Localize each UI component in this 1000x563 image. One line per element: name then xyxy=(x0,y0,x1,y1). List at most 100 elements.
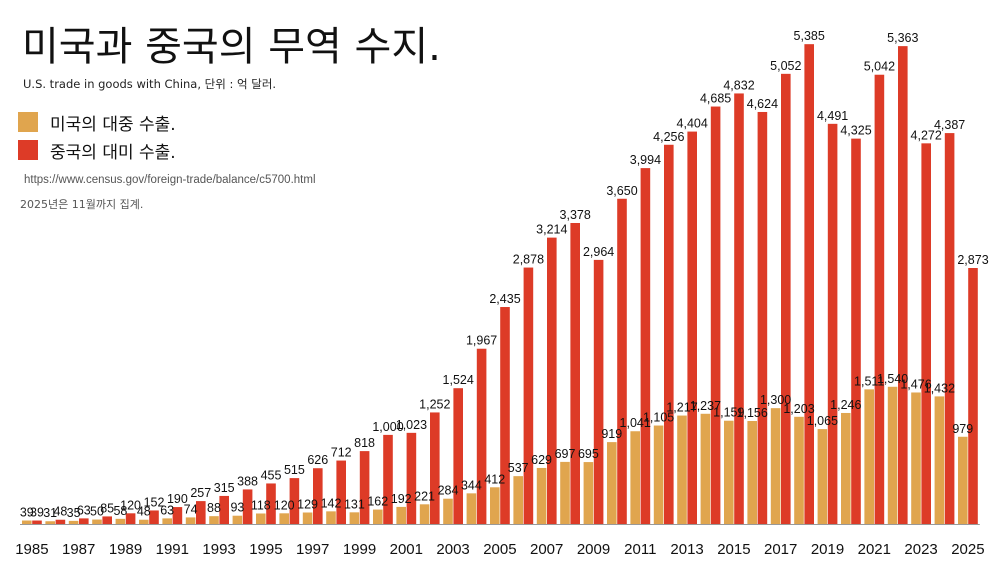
x-tick-label-1985: 1985 xyxy=(15,541,48,558)
data-label-china-exports-1995: 455 xyxy=(261,468,282,482)
data-label-china-exports-1999: 818 xyxy=(354,436,375,450)
bar-us-exports-2004 xyxy=(466,493,477,524)
data-label-china-exports-1985: 39 xyxy=(30,506,44,520)
data-label-us-exports-2000: 162 xyxy=(367,495,388,509)
bar-us-exports-2000 xyxy=(373,509,383,524)
bar-china-exports-2001 xyxy=(406,432,417,524)
data-label-china-exports-2019: 4,491 xyxy=(817,109,848,123)
data-label-us-exports-2005: 412 xyxy=(484,472,505,486)
x-tick-label-2025: 2025 xyxy=(951,541,984,558)
bar-us-exports-2002 xyxy=(419,504,430,524)
bar-us-exports-1992 xyxy=(185,517,196,524)
x-tick-label-2001: 2001 xyxy=(390,541,423,558)
bar-china-exports-1985 xyxy=(32,520,42,524)
bar-us-exports-2001 xyxy=(396,506,406,524)
bar-us-exports-1987 xyxy=(68,520,79,524)
x-tick-label-2021: 2021 xyxy=(858,541,891,558)
bar-us-exports-2012 xyxy=(653,425,664,524)
bar-china-exports-1996 xyxy=(289,478,300,524)
data-label-us-exports-2001: 192 xyxy=(391,492,412,506)
bar-china-exports-1998 xyxy=(336,460,346,524)
data-label-china-exports-2016: 4,624 xyxy=(747,97,778,111)
bar-china-exports-2000 xyxy=(383,434,393,524)
legend-swatch-us-exports xyxy=(18,112,38,132)
x-tick-label-1993: 1993 xyxy=(202,541,235,558)
data-label-china-exports-2007: 3,214 xyxy=(536,223,567,237)
data-label-china-exports-2018: 5,385 xyxy=(794,29,825,43)
data-label-china-exports-1997: 626 xyxy=(307,453,328,467)
data-label-us-exports-2015: 1,159 xyxy=(713,406,744,420)
data-label-us-exports-2010: 919 xyxy=(601,427,622,441)
bar-china-exports-2002 xyxy=(430,412,440,524)
bar-us-exports-2010 xyxy=(607,442,617,524)
bar-china-exports-1999 xyxy=(359,451,370,524)
bar-us-exports-2017 xyxy=(770,408,781,524)
data-label-china-exports-1996: 515 xyxy=(284,463,305,477)
x-tick-labels-group: 1985 1987 1989 1991 1993 1995 1997 1999 2001 2003… xyxy=(15,541,984,558)
data-label-us-exports-1999: 131 xyxy=(344,497,365,511)
bar-us-exports-2006 xyxy=(513,476,523,524)
data-label-china-exports-2013: 4,404 xyxy=(677,117,708,131)
bar-us-exports-2015 xyxy=(724,420,734,524)
data-label-china-exports-2001: 1,023 xyxy=(396,418,427,432)
data-label-china-exports-2011: 3,994 xyxy=(630,153,661,167)
x-tick-label-2003: 2003 xyxy=(436,541,469,558)
data-label-china-exports-2020: 4,325 xyxy=(840,124,871,138)
bar-china-exports-2023 xyxy=(921,143,931,524)
bar-china-exports-1997 xyxy=(313,468,323,524)
bar-china-exports-1992 xyxy=(196,501,206,524)
bar-china-exports-1993 xyxy=(219,495,229,524)
bar-us-exports-1994 xyxy=(232,515,243,524)
bar-china-exports-2018 xyxy=(804,44,814,524)
data-label-china-exports-1992: 257 xyxy=(190,486,211,500)
data-label-us-exports-1996: 120 xyxy=(274,498,295,512)
x-tick-label-2019: 2019 xyxy=(811,541,844,558)
bar-us-exports-1993 xyxy=(209,516,219,524)
data-label-china-exports-1991: 190 xyxy=(167,492,188,506)
data-label-china-exports-2025: 2,873 xyxy=(957,253,988,267)
bar-china-exports-1986 xyxy=(55,519,66,524)
bar-us-exports-2008 xyxy=(560,461,570,524)
bar-us-exports-1991 xyxy=(162,518,172,524)
x-tick-label-1995: 1995 xyxy=(249,541,282,558)
data-label-us-exports-2011: 1,041 xyxy=(620,416,651,430)
data-label-us-exports-1987: 35 xyxy=(67,506,81,520)
bar-us-exports-2007 xyxy=(536,467,547,524)
bar-us-exports-2025 xyxy=(958,436,968,524)
data-note: 2025년은 11월까지 집계. xyxy=(20,198,144,211)
bar-us-exports-2005 xyxy=(490,487,500,524)
data-label-china-exports-2005: 2,435 xyxy=(489,292,520,306)
bar-us-exports-2022 xyxy=(887,386,898,524)
data-label-us-exports-1988: 50 xyxy=(90,505,104,519)
bar-china-exports-2003 xyxy=(453,388,463,524)
bar-china-exports-2022 xyxy=(898,46,908,525)
data-label-us-exports-2014: 1,237 xyxy=(690,399,721,413)
data-label-us-exports-2020: 1,246 xyxy=(830,398,861,412)
data-label-china-exports-1989: 120 xyxy=(120,498,141,512)
bar-china-exports-2004 xyxy=(476,348,487,524)
data-label-china-exports-1998: 712 xyxy=(331,446,352,460)
data-label-us-exports-1990: 48 xyxy=(137,505,151,519)
x-tick-label-1999: 1999 xyxy=(343,541,376,558)
bar-us-exports-2009 xyxy=(583,462,594,524)
data-label-china-exports-2004: 1,967 xyxy=(466,334,497,348)
data-label-china-exports-2008: 3,378 xyxy=(560,208,591,222)
bar-us-exports-1989 xyxy=(115,518,126,524)
data-label-china-exports-2024: 4,387 xyxy=(934,118,965,132)
x-tick-label-1987: 1987 xyxy=(62,541,95,558)
bar-china-exports-2020 xyxy=(851,138,861,524)
bar-china-exports-1991 xyxy=(172,507,183,524)
bar-us-exports-1988 xyxy=(92,519,102,524)
data-label-us-exports-2002: 221 xyxy=(414,489,435,503)
data-label-us-exports-1993: 88 xyxy=(207,501,221,515)
data-label-china-exports-2023: 4,272 xyxy=(911,128,942,142)
bar-china-exports-2009 xyxy=(593,259,604,524)
data-label-us-exports-1985: 39 xyxy=(20,506,34,520)
data-label-us-exports-2007: 629 xyxy=(531,453,552,467)
data-label-china-exports-2022: 5,363 xyxy=(887,31,918,45)
bar-china-exports-2011 xyxy=(640,168,651,524)
bar-us-exports-2014 xyxy=(700,413,711,524)
source-url: https://www.census.gov/foreign-trade/bal… xyxy=(24,174,316,186)
